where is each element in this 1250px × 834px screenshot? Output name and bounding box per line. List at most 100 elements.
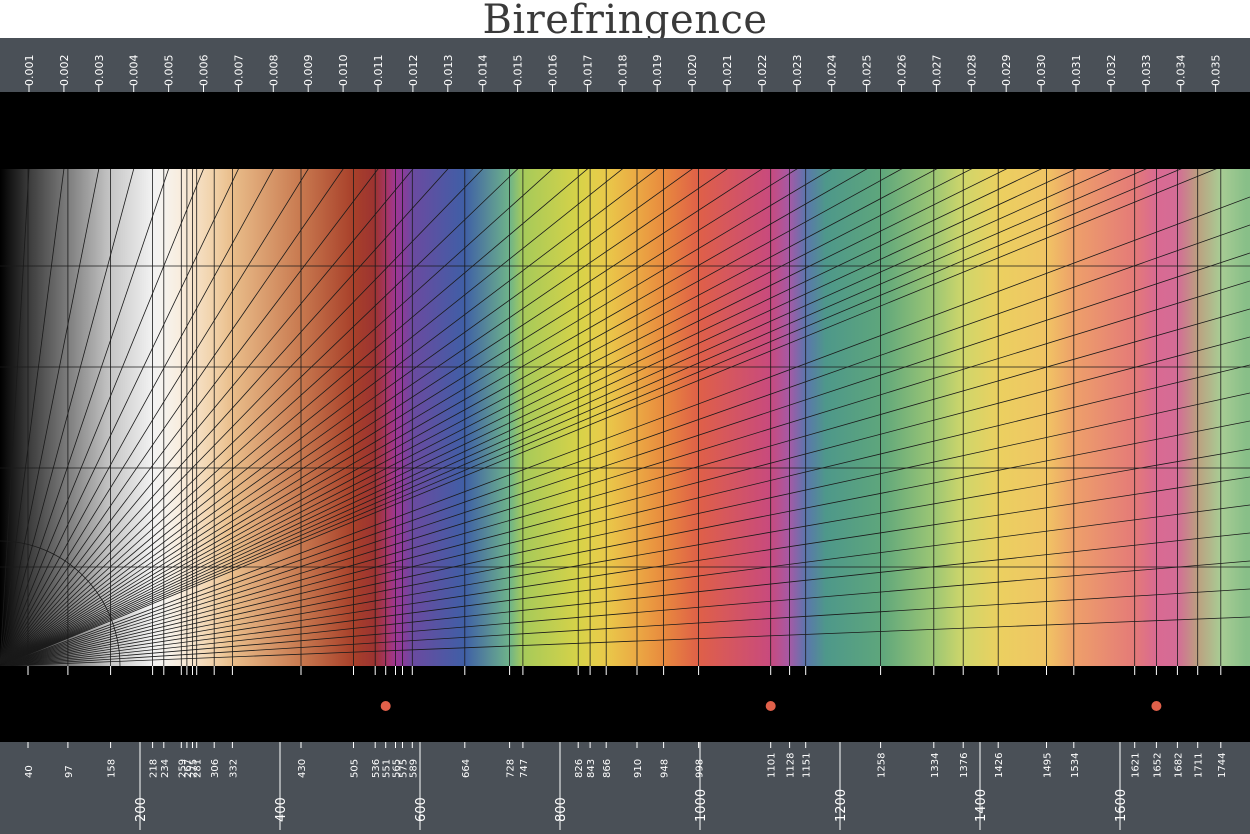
retardation-label: 1621 <box>1131 753 1142 778</box>
birefringence-tick-label: 0.019 <box>651 55 664 87</box>
retardation-label: 218 <box>149 759 160 778</box>
retardation-label: 664 <box>461 759 472 778</box>
birefringence-tick-label: 0.012 <box>407 55 420 87</box>
retardation-axis-label: 1200 <box>834 789 849 822</box>
retardation-label: 747 <box>519 759 530 778</box>
birefringence-line <box>0 169 135 666</box>
birefringence-line <box>0 169 239 666</box>
order-marker <box>380 701 391 711</box>
retardation-label: 843 <box>586 759 597 778</box>
birefringence-line <box>0 196 1250 666</box>
birefringence-line <box>0 560 1250 666</box>
birefringence-line <box>0 169 658 666</box>
retardation-axis-label: 1400 <box>974 789 989 822</box>
birefringence-tick-label: 0.025 <box>861 55 874 87</box>
birefringence-tick-label: 0.032 <box>1105 55 1118 87</box>
birefringence-line <box>0 169 868 666</box>
birefringence-tick-label: 0.026 <box>896 55 909 87</box>
birefringence-tick-label: 0.003 <box>93 55 106 87</box>
birefringence-tick-label: 0.007 <box>232 55 245 87</box>
birefringence-labels: 0.001 0.002 0.003 0.004 0.005 0.006 0.007 0.008… <box>23 55 1223 92</box>
order-marker <box>1151 701 1162 711</box>
retardation-axis-label: 1600 <box>1114 789 1129 822</box>
birefringence-tick-label: 0.017 <box>581 55 594 87</box>
birefringence-line <box>0 364 1250 666</box>
retardation-ruler <box>0 742 1250 834</box>
birefringence-line <box>0 169 763 666</box>
upper-black-band <box>0 92 1250 169</box>
birefringence-tick-label: 0.028 <box>965 55 978 87</box>
birefringence-line <box>0 169 798 666</box>
chart-title: Birefringence <box>482 0 768 43</box>
birefringence-line <box>0 169 1182 666</box>
retardation-label: 565 <box>392 759 403 778</box>
birefringence-line <box>0 169 309 666</box>
retardation-label: 1128 <box>786 753 797 778</box>
birefringence-line <box>0 169 449 666</box>
birefringence-tick-label: 0.027 <box>930 55 943 87</box>
birefringence-line <box>0 169 414 666</box>
birefringence-tick-label: 0.010 <box>337 55 350 87</box>
retardation-label: 1376 <box>959 753 970 778</box>
birefringence-tick-label: 0.024 <box>826 55 839 87</box>
retardation-label: 575 <box>399 759 410 778</box>
birefringence-ruler <box>0 38 1250 92</box>
retardation-label: 1426 <box>994 753 1005 778</box>
birefringence-tick-label: 0.033 <box>1140 55 1153 87</box>
birefringence-line <box>0 169 1147 666</box>
retardation-axis-label: 600 <box>414 797 429 822</box>
birefringence-tick-label: 0.035 <box>1210 55 1223 87</box>
retardation-label: 551 <box>382 759 393 778</box>
retardation-axis-label: 800 <box>554 797 569 822</box>
birefringence-line <box>0 169 1217 666</box>
birefringence-tick-label: 0.013 <box>442 55 455 87</box>
birefringence-line <box>0 252 1250 666</box>
birefringence-line <box>0 169 938 666</box>
retardation-ticks <box>27 666 1222 675</box>
birefringence-line <box>0 169 693 666</box>
retardation-label: 267 <box>183 759 194 778</box>
birefringence-line <box>0 169 554 666</box>
retardation-label: 1495 <box>1043 753 1054 778</box>
birefringence-tick-label: 0.031 <box>1070 55 1083 87</box>
birefringence-line <box>0 169 344 666</box>
birefringence-tick-label: 0.005 <box>163 55 176 87</box>
birefringence-tick-label: 0.022 <box>756 55 769 87</box>
retardation-label: 589 <box>408 759 419 778</box>
birefringence-tick-label: 0.014 <box>477 55 490 87</box>
birefringence-tick-label: 0.018 <box>616 55 629 87</box>
retardation-label: 728 <box>506 759 517 778</box>
retardation-label: 1334 <box>930 753 941 778</box>
birefringence-tick-label: 0.021 <box>721 55 734 87</box>
origin-arc <box>0 540 121 666</box>
birefringence-tick-label: 0.015 <box>512 55 525 87</box>
birefringence-line <box>0 392 1250 666</box>
retardation-label: 1682 <box>1173 753 1184 778</box>
birefringence-line <box>0 420 1250 666</box>
birefringence-line <box>0 169 100 666</box>
birefringence-line <box>0 169 65 666</box>
retardation-label: 306 <box>210 759 221 778</box>
birefringence-line <box>0 169 30 666</box>
retardation-label: 430 <box>297 759 308 778</box>
retardation-label: 275 <box>189 759 200 778</box>
retardation-label: 259 <box>177 759 188 778</box>
retardation-label: 910 <box>633 759 644 778</box>
retardation-label: 1151 <box>802 753 813 778</box>
order-marker <box>765 701 776 711</box>
birefringence-line <box>0 280 1250 666</box>
birefringence-tick-label: 0.001 <box>23 55 36 87</box>
birefringence-line <box>0 588 1250 666</box>
birefringence-tick-label: 0.030 <box>1035 55 1048 87</box>
retardation-label: 536 <box>371 759 382 778</box>
birefringence-line <box>0 169 379 666</box>
birefringence-line <box>0 336 1250 666</box>
retardation-label: 97 <box>64 765 75 778</box>
interference-color-field <box>0 169 1250 666</box>
birefringence-tick-label: 0.034 <box>1175 55 1188 87</box>
birefringence-tick-label: 0.020 <box>686 55 699 87</box>
birefringence-line <box>0 169 484 666</box>
grid-lines <box>0 169 1250 666</box>
